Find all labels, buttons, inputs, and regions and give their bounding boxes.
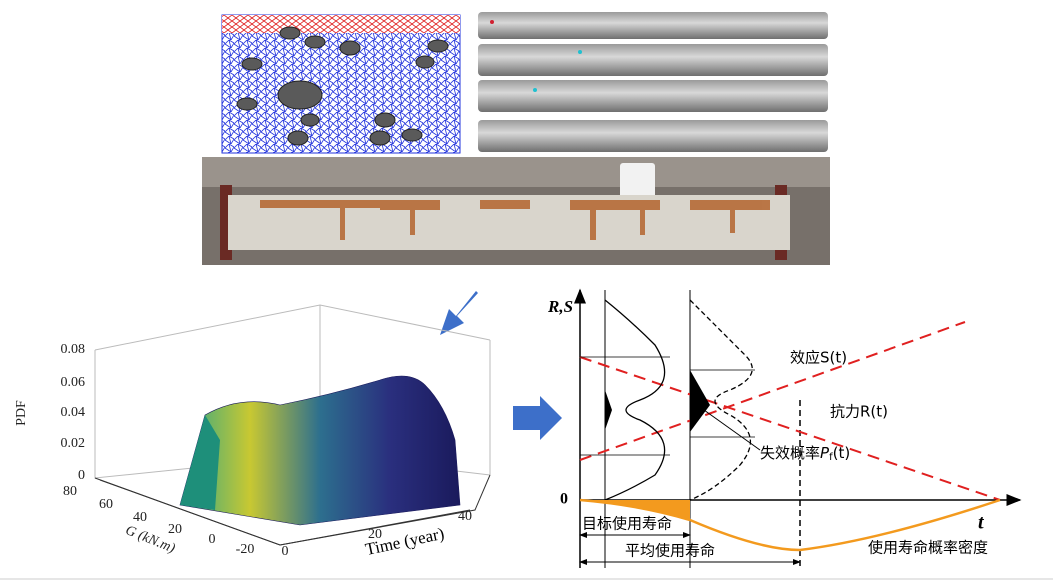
g-tick: -20 (236, 542, 255, 557)
g-tick: 0 (209, 532, 216, 547)
g-tick: 40 (133, 510, 147, 525)
failure-arg: (t) (833, 444, 851, 462)
z-tick: 0.04 (61, 405, 86, 420)
failure-text: 失效概率 (760, 444, 820, 462)
target-life-label: 目标使用寿命 (582, 515, 672, 533)
g-tick: 60 (99, 497, 113, 512)
arrow (513, 396, 562, 440)
axis-y-label: R,S (547, 297, 573, 316)
g-tick: 20 (168, 522, 182, 537)
time-ticks: 0 20 40 (282, 509, 473, 559)
life-pdf-label: 使用寿命概率密度 (868, 539, 988, 557)
scanned-bars (478, 12, 828, 152)
g-ticks: 80 60 40 20 0 -20 (63, 484, 254, 557)
resistance-label: 抗力R(t) (830, 403, 888, 421)
mesh-image (221, 14, 461, 154)
time-tick: 0 (282, 544, 289, 559)
z-tick: 0.08 (61, 342, 86, 357)
mean-life-label: 平均使用寿命 (625, 542, 715, 560)
failure-label: 失效概率Pf(t) (760, 444, 850, 464)
time-tick: 40 (458, 509, 472, 524)
arrow (440, 291, 478, 335)
z-tick: 0 (78, 468, 85, 483)
failure-sub: f (829, 452, 833, 463)
g-tick: 80 (63, 484, 77, 499)
axis-x-label: t (978, 512, 985, 534)
z-tick: 0.06 (61, 375, 86, 390)
beam-photo (202, 157, 830, 265)
effect-label: 效应S(t) (790, 349, 847, 367)
origin-label: 0 (560, 491, 568, 508)
reliability-diagram (574, 288, 1022, 568)
z-ticks: 0.08 0.06 0.04 0.02 0 (61, 342, 86, 483)
failure-var: P (820, 444, 830, 462)
z-label: PDF (14, 400, 29, 426)
time-tick: 20 (368, 527, 382, 542)
z-tick: 0.02 (61, 436, 86, 451)
plot-3d (94, 304, 491, 546)
